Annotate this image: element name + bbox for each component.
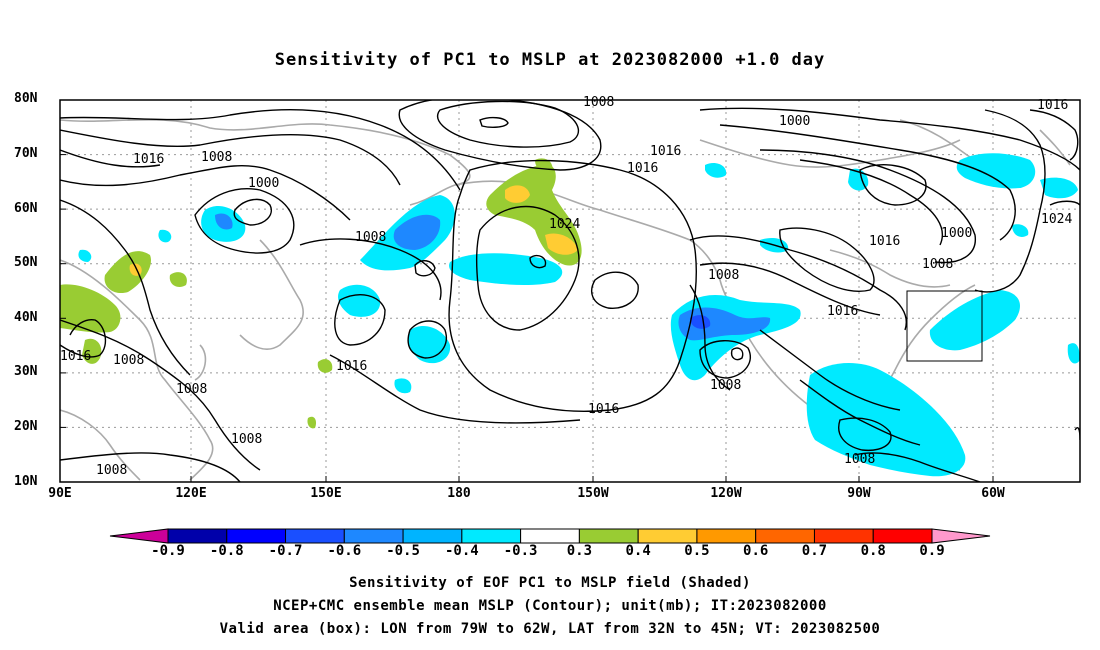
caption-shading: Sensitivity of EOF PC1 to MSLP field (Sh… (349, 575, 751, 591)
map-title: Sensitivity of PC1 to MSLP at 2023082000… (274, 50, 826, 70)
colorbar-swatch (520, 528, 580, 544)
lon-label: 120E (175, 486, 207, 501)
contour-label: 1016 (133, 152, 164, 167)
contour-label: 1008 (708, 268, 739, 283)
contour-label: 1016 (588, 402, 619, 417)
mslp-contours (60, 100, 1080, 482)
contour-label: 1008 (922, 257, 953, 272)
axis-ticks (60, 154, 994, 482)
colorbar-tick-label: 0.7 (801, 543, 828, 559)
lat-label: 20N (14, 419, 38, 434)
contour-label: 1016 (1037, 98, 1068, 113)
colorbar-tick-label: -0.7 (268, 543, 303, 559)
colorbar (109, 528, 991, 544)
colorbar-swatch (167, 528, 228, 544)
colorbar-swatch (343, 528, 404, 544)
contour-label: 1008 (176, 382, 207, 397)
contour-label: 1016 (869, 234, 900, 249)
colorbar-tick-label: 0.4 (625, 543, 651, 559)
contour-label: 1008 (844, 452, 875, 467)
contour-label: 1016 (650, 144, 681, 159)
colorbar-tick-label: 0.3 (566, 543, 593, 559)
caption-contour: NCEP+CMC ensemble mean MSLP (Contour); u… (273, 598, 827, 614)
colorbar-tick-label: 0.5 (684, 543, 710, 559)
colorbar-tick-label: -0.4 (444, 543, 479, 559)
colorbar-tick-label: -0.6 (327, 543, 362, 559)
lon-label: 150W (577, 486, 609, 501)
lat-label: 40N (14, 310, 38, 325)
colorbar-swatch (285, 528, 345, 544)
lon-label: 120W (710, 486, 742, 501)
colorbar-tick-label: -0.3 (503, 543, 538, 559)
contour-label: 1008 (96, 463, 127, 478)
lon-label: 150E (310, 486, 342, 501)
caption-valid-area: Valid area (box): LON from 79W to 62W, L… (219, 621, 881, 637)
strongest-negative-shading (690, 315, 711, 329)
colorbar-tick-label: -0.8 (209, 543, 244, 559)
lon-label: 90E (48, 486, 72, 501)
contour-label: 1016 (60, 349, 91, 364)
valid-area-box (906, 290, 983, 362)
colorbar-swatch (461, 528, 522, 544)
lat-label: 30N (14, 364, 38, 379)
contour-label: 1000 (248, 176, 279, 191)
moderate-positive-shading (129, 185, 578, 276)
colorbar-swatch (637, 528, 698, 544)
contour-label: 1016 (336, 359, 367, 374)
colorbar-swatch (872, 528, 933, 544)
colorbar-swatch (931, 528, 991, 544)
contour-label: 1008 (710, 378, 741, 393)
contour-label: 1000 (941, 226, 972, 241)
colorbar-swatch (813, 528, 874, 544)
contour-label: 1024 (549, 217, 580, 232)
contour-label: 1008 (201, 150, 232, 165)
lat-label: 70N (14, 146, 38, 161)
lat-label: 10N (14, 474, 38, 489)
lat-label: 80N (14, 91, 38, 106)
contour-label: 1008 (355, 230, 386, 245)
contour-label: 1016 (827, 304, 858, 319)
colorbar-swatch (402, 528, 463, 544)
contour-label: 1016 (627, 161, 658, 176)
colorbar-swatch (755, 528, 815, 544)
contour-labels: 1008 1016 1016 1008 1000 1008 1024 1008 … (60, 95, 1072, 478)
lat-label: 60N (14, 201, 38, 216)
contour-label: 1000 (779, 114, 810, 129)
contour-label: 1008 (231, 432, 262, 447)
lon-label: 60W (981, 486, 1005, 501)
lon-label: 180 (447, 486, 471, 501)
colorbar-tick-label: 0.6 (743, 543, 769, 559)
colorbar-swatch (109, 528, 169, 544)
contour-label: 1008 (113, 353, 144, 368)
colorbar-tick-label: -0.9 (151, 543, 185, 559)
lon-label: 90W (847, 486, 871, 501)
contour-label: 1024 (1041, 212, 1072, 227)
colorbar-tick-label: 0.8 (860, 543, 886, 559)
contour-label: 1008 (583, 95, 614, 110)
colorbar-swatch (696, 528, 757, 544)
colorbar-tick-label: 0.9 (919, 543, 945, 559)
lat-label: 50N (14, 255, 38, 270)
colorbar-swatch (226, 528, 287, 544)
colorbar-tick-label: -0.5 (386, 543, 420, 559)
colorbar-swatch (578, 528, 639, 544)
map-frame (59, 99, 1081, 483)
